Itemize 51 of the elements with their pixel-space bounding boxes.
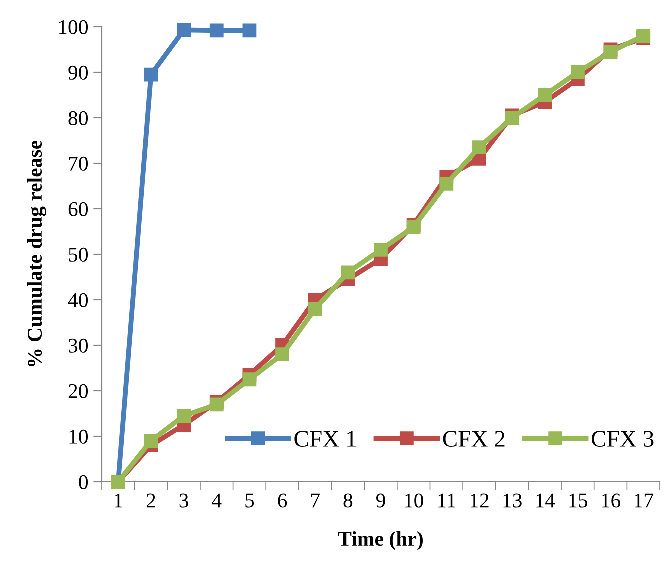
point	[570, 66, 585, 80]
y-tick-label: 50	[69, 248, 88, 262]
legend-label: CFX 3	[592, 431, 654, 448]
x-tick-label: 11	[438, 494, 456, 508]
point	[604, 45, 618, 59]
point	[538, 88, 552, 102]
y-tick-label: 30	[68, 338, 88, 353]
x-tick-label: 5	[246, 494, 254, 508]
x-tick-label: 6	[278, 494, 288, 508]
x-tick-label: 15	[569, 494, 588, 508]
x-tick-label: 10	[405, 494, 424, 508]
point	[177, 23, 192, 38]
point	[308, 302, 322, 316]
y-tick-label: 20	[68, 384, 88, 398]
point	[210, 398, 224, 412]
point	[144, 68, 158, 82]
point	[242, 24, 257, 38]
y-tick-label: 60	[68, 202, 88, 216]
y-tick-label: 10	[70, 430, 88, 444]
point	[440, 177, 454, 191]
x-tick-label: 8	[344, 494, 353, 508]
x-tick-label: 9	[376, 494, 386, 508]
y-tick-label: 40	[68, 293, 88, 308]
y-tick-label: 0	[79, 475, 88, 490]
x-tick-label: 7	[312, 494, 320, 508]
x-tick-label: 1	[115, 494, 122, 508]
x-tick-label: 14	[536, 494, 556, 508]
point	[505, 111, 520, 125]
y-tick-label: 90	[68, 66, 88, 80]
y-axis-title: % Cumulate drug release	[27, 140, 46, 366]
x-axis-title: Time (hr)	[338, 531, 424, 550]
legend-label: CFX 2	[443, 431, 505, 448]
y-tick-label: 100	[59, 20, 88, 34]
x-tick-label: 16	[602, 494, 621, 508]
point	[177, 409, 192, 423]
x-tick-label: 2	[146, 494, 156, 508]
x-tick-label: 3	[180, 494, 188, 508]
y-tick-label: 80	[68, 111, 88, 126]
point	[472, 140, 486, 155]
y-tick-label: 70	[69, 156, 88, 171]
legend-label: CFX 1	[294, 431, 356, 448]
point	[276, 348, 290, 362]
x-tick-label: 13	[504, 494, 522, 508]
point	[144, 434, 158, 448]
point	[242, 372, 257, 387]
point	[341, 266, 356, 280]
x-tick-label: 17	[635, 494, 654, 508]
x-tick-label: 12	[470, 494, 489, 508]
x-tick-label: 4	[212, 494, 222, 508]
point	[210, 24, 224, 38]
point	[374, 243, 388, 257]
